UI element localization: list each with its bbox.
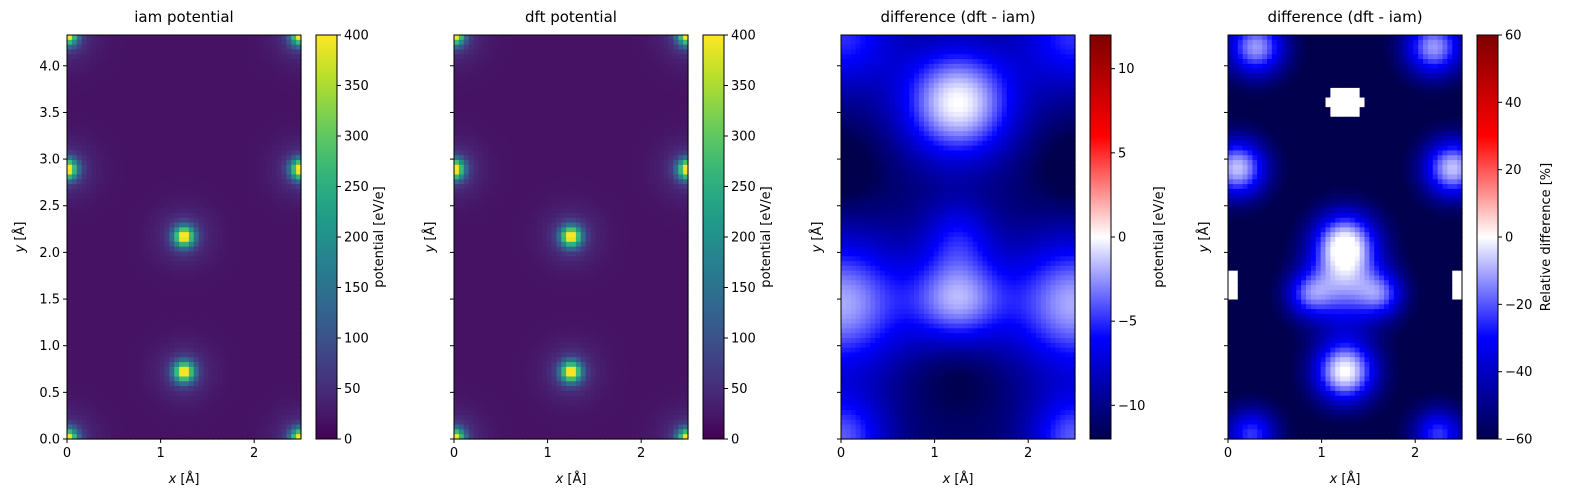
panel-2: dft potential 0 1 2 x [Å] y [Å] 0 50 100 150 200 25… xyxy=(422,8,774,487)
colorbar-tick-label: 40 xyxy=(1505,96,1522,111)
y-tick-label: 0.0 xyxy=(39,433,60,448)
panel-4: difference (dft - iam) 0 1 2 x [Å] y [Å] −60 −4… xyxy=(1196,8,1554,487)
panel-title: difference (dft - iam) xyxy=(1267,8,1422,26)
x-axis-label: x [Å] xyxy=(168,471,200,487)
colorbar-tick-label: 100 xyxy=(731,332,756,347)
colorbar: 0 50 100 150 200 250 300 350 400 potential [eV/e] xyxy=(703,29,774,448)
y-tick-label: 3.0 xyxy=(39,153,60,168)
colorbar: 0 50 100 150 200 250 300 350 400 potential [eV/e] xyxy=(316,29,387,448)
colorbar-tick-label: 400 xyxy=(344,29,369,44)
colorbar-tick-label: 60 xyxy=(1505,29,1522,44)
colorbar: −60 −40 −20 0 20 40 60 Relative difference [%] xyxy=(1477,29,1554,448)
colorbar-label: Relative difference [%] xyxy=(1539,163,1554,311)
x-tick-label: 2 xyxy=(1024,446,1032,461)
colorbar-tick-label: 400 xyxy=(731,29,756,44)
x-tick-label: 1 xyxy=(156,446,164,461)
x-tick-label: 1 xyxy=(930,446,938,461)
y-tick-label: 1.5 xyxy=(39,293,60,308)
colorbar-tick-label: 150 xyxy=(344,281,369,296)
heatmap-raster xyxy=(1228,35,1463,440)
colorbar-tick-label: −20 xyxy=(1505,298,1532,313)
colorbar-gradient xyxy=(316,35,337,439)
heatmap-raster xyxy=(454,35,689,440)
y-axis-label: y [Å] xyxy=(12,222,28,254)
x-axis-label: x [Å] xyxy=(942,471,974,487)
heatmap-raster xyxy=(67,35,302,440)
colorbar-tick-label: 250 xyxy=(344,180,369,195)
y-axis-label: y [Å] xyxy=(422,222,438,254)
panel-title: difference (dft - iam) xyxy=(880,8,1035,26)
colorbar-tick-label: 250 xyxy=(731,180,756,195)
panel-3: difference (dft - iam) 0 1 2 x [Å] y [Å] −10 −5… xyxy=(809,8,1167,487)
colorbar-tick-label: −40 xyxy=(1505,365,1532,380)
colorbar-label: potential [eV/e] xyxy=(759,186,774,287)
colorbar-gradient xyxy=(1477,35,1498,439)
x-axis-label: x [Å] xyxy=(555,471,587,487)
colorbar-label: potential [eV/e] xyxy=(1152,186,1167,287)
x-tick-label: 2 xyxy=(637,446,645,461)
heatmap-raster xyxy=(841,35,1076,440)
x-tick-label: 1 xyxy=(543,446,551,461)
colorbar-tick-label: 0 xyxy=(731,433,739,448)
x-tick-label: 0 xyxy=(837,446,845,461)
y-tick-label: 0.5 xyxy=(39,386,60,401)
x-tick-label: 0 xyxy=(63,446,71,461)
x-tick-label: 2 xyxy=(1411,446,1419,461)
y-axis-label: y [Å] xyxy=(1196,222,1212,254)
y-tick-label: 4.0 xyxy=(39,59,60,74)
y-tick-label: 3.5 xyxy=(39,106,60,121)
panel-title: dft potential xyxy=(525,8,617,26)
colorbar-tick-label: 5 xyxy=(1118,146,1126,161)
y-tick-label: 2.0 xyxy=(39,246,60,261)
colorbar-tick-label: 300 xyxy=(731,130,756,145)
colorbar-tick-label: −10 xyxy=(1118,399,1145,414)
colorbar-tick-label: 0 xyxy=(1118,231,1126,246)
colorbar-tick-label: 50 xyxy=(344,382,361,397)
colorbar-tick-label: 0 xyxy=(344,433,352,448)
colorbar-tick-label: 350 xyxy=(731,79,756,94)
x-axis-label: x [Å] xyxy=(1329,471,1361,487)
colorbar-gradient xyxy=(703,35,724,439)
panel-1: iam potential 0 1 2 0.0 0.5 1.0 1.5 2.0 2.5 3.0 3.5… xyxy=(12,8,387,487)
colorbar-tick-label: 300 xyxy=(344,130,369,145)
colorbar-label: potential [eV/e] xyxy=(372,186,387,287)
x-tick-label: 1 xyxy=(1317,446,1325,461)
colorbar-tick-label: 200 xyxy=(344,231,369,246)
colorbar-tick-label: −60 xyxy=(1505,433,1532,448)
colorbar-tick-label: 200 xyxy=(731,231,756,246)
colorbar-tick-label: 20 xyxy=(1505,163,1522,178)
colorbar-tick-label: −5 xyxy=(1118,315,1137,330)
colorbar-tick-label: 50 xyxy=(731,382,748,397)
colorbar-gradient xyxy=(1090,35,1111,439)
colorbar-tick-label: 150 xyxy=(731,281,756,296)
y-axis-label: y [Å] xyxy=(809,222,825,254)
panel-title: iam potential xyxy=(134,8,233,26)
colorbar: −10 −5 0 5 10 potential [eV/e] xyxy=(1090,35,1167,439)
x-tick-label: 2 xyxy=(250,446,258,461)
colorbar-tick-label: 10 xyxy=(1118,62,1135,77)
colorbar-tick-label: 100 xyxy=(344,332,369,347)
y-tick-label: 1.0 xyxy=(39,339,60,354)
x-tick-label: 0 xyxy=(1224,446,1232,461)
colorbar-tick-label: 350 xyxy=(344,79,369,94)
x-tick-label: 0 xyxy=(450,446,458,461)
colorbar-tick-label: 0 xyxy=(1505,231,1513,246)
y-tick-label: 2.5 xyxy=(39,199,60,214)
